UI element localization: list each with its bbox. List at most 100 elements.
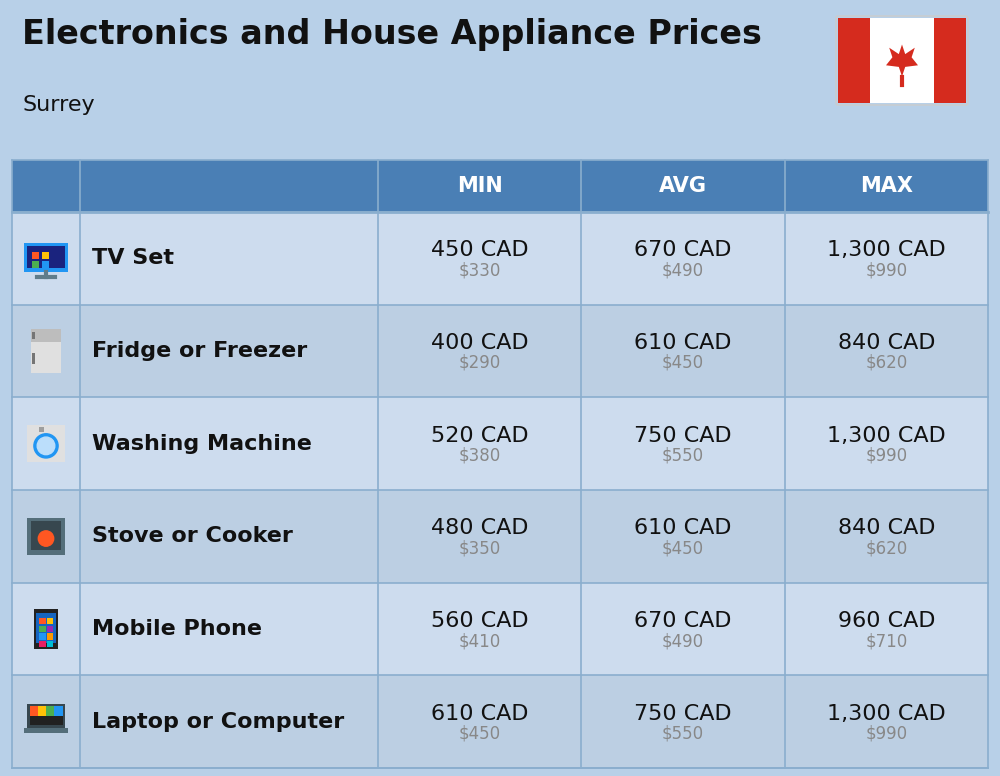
Text: Mobile Phone: Mobile Phone bbox=[92, 619, 262, 639]
Text: $410: $410 bbox=[459, 632, 501, 650]
Bar bbox=[785, 212, 988, 305]
Bar bbox=[581, 305, 785, 397]
Bar bbox=[46, 706, 54, 715]
Bar bbox=[785, 675, 988, 768]
Bar bbox=[39, 641, 46, 647]
Bar bbox=[12, 583, 378, 675]
Bar bbox=[27, 518, 65, 555]
Bar bbox=[0, 0, 1000, 160]
Text: 670 CAD: 670 CAD bbox=[634, 241, 732, 260]
Bar bbox=[31, 521, 61, 549]
Text: 1,300 CAD: 1,300 CAD bbox=[827, 241, 946, 260]
Text: $450: $450 bbox=[459, 725, 501, 743]
Bar bbox=[378, 160, 581, 212]
Bar bbox=[27, 704, 65, 728]
Bar bbox=[47, 641, 53, 647]
Text: MIN: MIN bbox=[457, 176, 503, 196]
Bar bbox=[785, 397, 988, 490]
Bar bbox=[47, 633, 53, 639]
Text: $490: $490 bbox=[662, 262, 704, 279]
Bar bbox=[38, 706, 46, 715]
Bar bbox=[36, 612, 56, 643]
Circle shape bbox=[38, 531, 54, 546]
Bar bbox=[32, 261, 39, 268]
Bar bbox=[785, 160, 988, 212]
Bar bbox=[42, 261, 49, 268]
Text: 750 CAD: 750 CAD bbox=[634, 426, 732, 445]
Bar bbox=[34, 609, 58, 649]
Bar bbox=[378, 583, 581, 675]
Bar bbox=[838, 18, 966, 103]
Text: AVG: AVG bbox=[659, 176, 707, 196]
Bar bbox=[785, 583, 988, 675]
Text: 960 CAD: 960 CAD bbox=[838, 611, 935, 631]
Bar bbox=[27, 425, 65, 462]
Text: Laptop or Computer: Laptop or Computer bbox=[92, 712, 344, 732]
Bar bbox=[27, 246, 65, 268]
Text: Surrey: Surrey bbox=[22, 95, 95, 115]
Bar bbox=[581, 397, 785, 490]
Bar bbox=[378, 212, 581, 305]
Bar bbox=[39, 633, 46, 639]
Text: $450: $450 bbox=[662, 354, 704, 372]
Text: 1,300 CAD: 1,300 CAD bbox=[827, 426, 946, 445]
Text: Washing Machine: Washing Machine bbox=[92, 434, 312, 454]
Bar bbox=[24, 728, 68, 733]
Bar bbox=[581, 675, 785, 768]
Bar bbox=[785, 305, 988, 397]
Text: MAX: MAX bbox=[860, 176, 913, 196]
Bar bbox=[24, 243, 68, 272]
Bar bbox=[12, 490, 378, 583]
Bar bbox=[581, 212, 785, 305]
Bar bbox=[581, 583, 785, 675]
Text: 520 CAD: 520 CAD bbox=[431, 426, 528, 445]
Text: $350: $350 bbox=[459, 539, 501, 557]
Bar bbox=[378, 305, 581, 397]
Text: $380: $380 bbox=[459, 447, 501, 465]
Text: $450: $450 bbox=[662, 539, 704, 557]
Bar bbox=[581, 160, 785, 212]
Text: Electronics and House Appliance Prices: Electronics and House Appliance Prices bbox=[22, 18, 762, 51]
Bar bbox=[39, 427, 44, 431]
Text: 610 CAD: 610 CAD bbox=[431, 704, 528, 724]
Text: $990: $990 bbox=[865, 447, 907, 465]
Text: 1,300 CAD: 1,300 CAD bbox=[827, 704, 946, 724]
Text: 670 CAD: 670 CAD bbox=[634, 611, 732, 631]
Bar bbox=[47, 618, 53, 624]
Bar bbox=[785, 490, 988, 583]
Bar bbox=[32, 251, 39, 259]
Bar bbox=[934, 18, 966, 103]
Text: 610 CAD: 610 CAD bbox=[634, 333, 732, 353]
Bar bbox=[581, 490, 785, 583]
Bar bbox=[378, 490, 581, 583]
Text: 840 CAD: 840 CAD bbox=[838, 333, 935, 353]
Bar bbox=[378, 397, 581, 490]
Text: $620: $620 bbox=[865, 354, 907, 372]
Circle shape bbox=[34, 434, 58, 458]
Text: 450 CAD: 450 CAD bbox=[431, 241, 528, 260]
Text: 750 CAD: 750 CAD bbox=[634, 704, 732, 724]
Bar bbox=[32, 332, 35, 339]
Text: TV Set: TV Set bbox=[92, 248, 174, 268]
Bar bbox=[30, 706, 62, 725]
Bar bbox=[42, 251, 49, 259]
Text: $990: $990 bbox=[865, 262, 907, 279]
Bar bbox=[39, 625, 46, 632]
Polygon shape bbox=[886, 44, 918, 77]
Text: $330: $330 bbox=[458, 262, 501, 279]
Text: 840 CAD: 840 CAD bbox=[838, 518, 935, 539]
Bar bbox=[12, 397, 378, 490]
Text: 400 CAD: 400 CAD bbox=[431, 333, 528, 353]
Text: $550: $550 bbox=[662, 447, 704, 465]
Bar bbox=[30, 706, 38, 715]
Bar bbox=[378, 675, 581, 768]
Bar bbox=[31, 329, 61, 373]
Text: $620: $620 bbox=[865, 539, 907, 557]
Bar bbox=[31, 329, 61, 342]
Bar bbox=[12, 160, 378, 212]
Bar bbox=[39, 618, 46, 624]
Text: $710: $710 bbox=[865, 632, 907, 650]
Bar bbox=[54, 706, 62, 715]
Bar bbox=[12, 212, 378, 305]
Bar bbox=[47, 625, 53, 632]
